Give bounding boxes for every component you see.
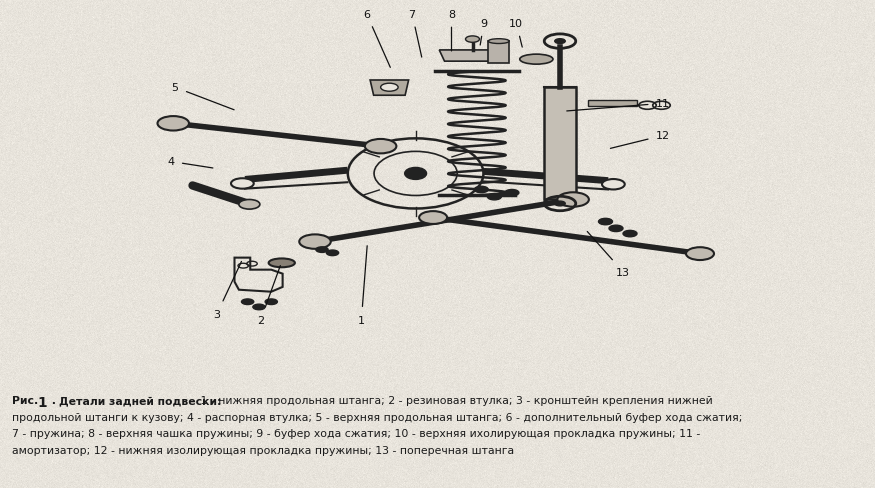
Text: 9: 9 bbox=[480, 19, 487, 46]
Text: 1: 1 bbox=[37, 396, 46, 409]
Text: 12: 12 bbox=[611, 131, 670, 149]
Text: продольной штанги к кузову; 4 - распорная втулка; 5 - верхняя продольная штанга;: продольной штанги к кузову; 4 - распорна… bbox=[12, 412, 742, 422]
Circle shape bbox=[265, 299, 277, 305]
Circle shape bbox=[419, 212, 447, 224]
Text: 13: 13 bbox=[587, 232, 630, 277]
Circle shape bbox=[326, 250, 339, 256]
Text: 11: 11 bbox=[567, 99, 670, 112]
Circle shape bbox=[381, 84, 398, 92]
Polygon shape bbox=[370, 81, 409, 96]
Text: 8: 8 bbox=[448, 10, 455, 52]
Circle shape bbox=[253, 305, 265, 310]
Circle shape bbox=[239, 200, 260, 210]
Text: 4: 4 bbox=[167, 157, 213, 169]
Bar bbox=[488, 42, 509, 64]
Circle shape bbox=[686, 248, 714, 261]
Text: 10: 10 bbox=[509, 19, 523, 48]
Ellipse shape bbox=[488, 40, 509, 44]
Text: .: . bbox=[48, 396, 60, 406]
Ellipse shape bbox=[269, 259, 295, 268]
Circle shape bbox=[609, 225, 623, 232]
Circle shape bbox=[505, 190, 519, 197]
Circle shape bbox=[602, 180, 625, 190]
Circle shape bbox=[474, 187, 488, 193]
Text: Рис.: Рис. bbox=[12, 396, 42, 406]
Circle shape bbox=[623, 231, 637, 237]
Text: 5: 5 bbox=[172, 83, 234, 111]
Text: 2: 2 bbox=[257, 266, 280, 325]
Circle shape bbox=[557, 193, 589, 207]
Circle shape bbox=[466, 37, 480, 43]
Circle shape bbox=[316, 247, 328, 253]
Circle shape bbox=[231, 179, 254, 189]
Circle shape bbox=[158, 117, 189, 131]
Bar bbox=[544, 88, 576, 200]
Text: Детали задней подвески:: Детали задней подвески: bbox=[59, 396, 221, 406]
Circle shape bbox=[365, 140, 396, 154]
Text: 3: 3 bbox=[214, 262, 242, 319]
Text: 7: 7 bbox=[409, 10, 422, 58]
Text: амортизатор; 12 - нижняя изолирующая прокладка пружины; 13 - поперечная штанга: амортизатор; 12 - нижняя изолирующая про… bbox=[12, 445, 514, 455]
Ellipse shape bbox=[520, 55, 553, 65]
Ellipse shape bbox=[404, 168, 427, 180]
Circle shape bbox=[299, 235, 331, 249]
Text: 1 - нижняя продольная штанга; 2 - резиновая втулка; 3 - кронштейн крепления нижн: 1 - нижняя продольная штанга; 2 - резино… bbox=[197, 396, 713, 406]
Circle shape bbox=[555, 40, 565, 44]
Text: 7 - пружина; 8 - верхняя чашка пружины; 9 - буфер хода сжатия; 10 - верхняя ихол: 7 - пружина; 8 - верхняя чашка пружины; … bbox=[12, 428, 700, 438]
Polygon shape bbox=[439, 51, 506, 62]
Circle shape bbox=[555, 202, 565, 206]
Text: 1: 1 bbox=[358, 246, 368, 325]
Circle shape bbox=[487, 194, 501, 201]
Circle shape bbox=[598, 219, 612, 225]
Text: 6: 6 bbox=[363, 10, 390, 68]
Circle shape bbox=[242, 299, 254, 305]
Bar bbox=[588, 101, 637, 107]
